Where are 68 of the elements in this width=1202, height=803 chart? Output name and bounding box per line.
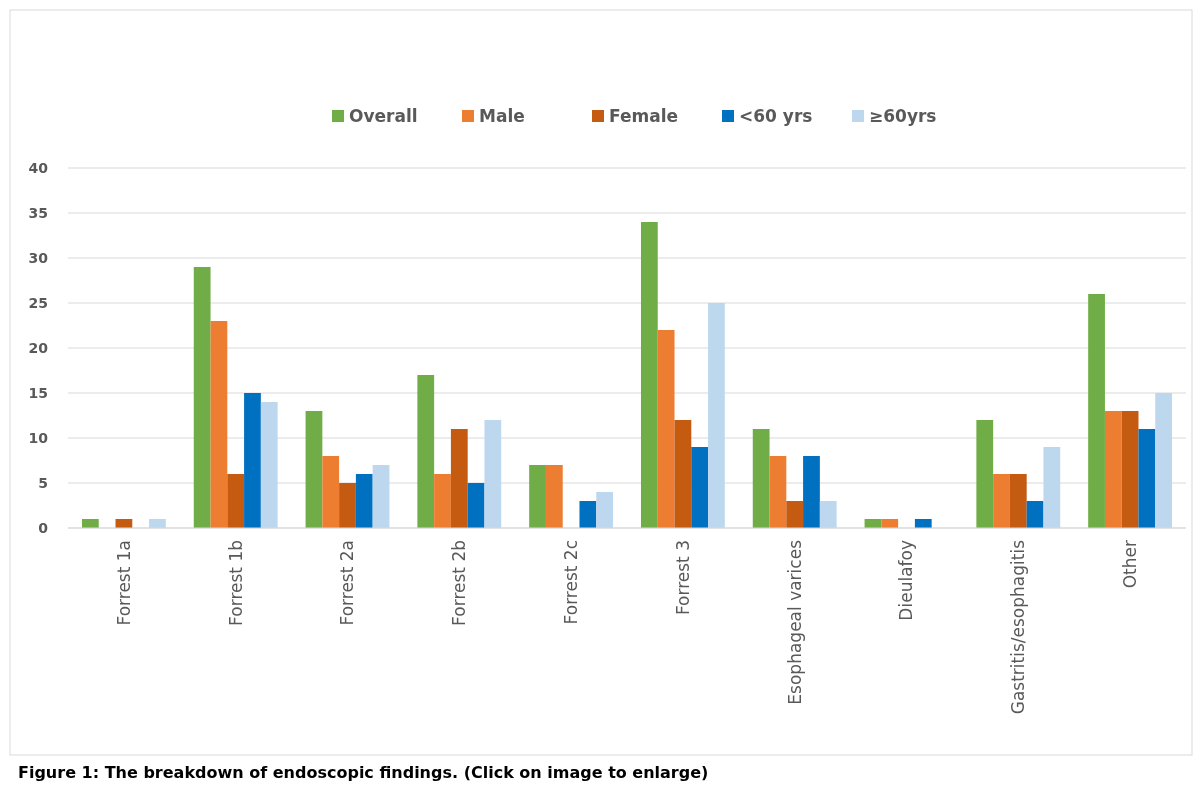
bar [1155, 393, 1173, 528]
x-tick-label: Forrest 2b [449, 540, 470, 626]
bar [914, 519, 932, 528]
bar [450, 429, 468, 528]
bar [227, 474, 245, 528]
bar [803, 456, 820, 528]
y-tick-label: 40 [28, 159, 49, 176]
bar [1088, 294, 1105, 528]
y-tick-label: 0 [38, 519, 49, 536]
y-tick-label: 5 [38, 474, 48, 491]
y-tick-label: 20 [28, 339, 49, 356]
bar [691, 447, 709, 528]
bar [640, 222, 658, 528]
bar [339, 483, 356, 528]
x-tick-label: Forrest 1a [113, 540, 134, 626]
x-tick-label: Forrest 1b [225, 540, 246, 626]
bar [193, 267, 211, 528]
x-tick-label: Forrest 2c [561, 540, 582, 625]
y-tick-label: 35 [28, 204, 48, 221]
bar [786, 501, 804, 528]
bar [322, 456, 340, 528]
y-tick-label: 15 [28, 384, 48, 401]
bar [1009, 474, 1027, 528]
y-tick-label: 30 [28, 249, 49, 266]
bar [1138, 429, 1156, 528]
bar [976, 420, 994, 528]
bar [596, 492, 614, 528]
bar [545, 465, 563, 528]
bar [993, 474, 1010, 528]
bar [657, 330, 675, 528]
caption: Figure 1: The breakdown of endoscopic findings. (Click on image to enlarge) [18, 763, 709, 782]
bar [149, 519, 166, 528]
bar [1026, 501, 1044, 528]
y-tick-label: 25 [28, 294, 48, 311]
bar [819, 501, 837, 528]
x-tick-label: Gastritis/esophagitis [1008, 539, 1029, 715]
bar [881, 519, 899, 528]
bar [81, 519, 99, 528]
bar [674, 420, 692, 528]
bar [579, 501, 597, 528]
legend-label: Overall [349, 105, 418, 126]
bar [372, 465, 390, 528]
bar [1104, 411, 1122, 528]
bar [467, 483, 485, 528]
x-tick-label: Esophageal varices [784, 539, 805, 705]
legend-label: <60 yrs [739, 105, 813, 126]
bar [434, 474, 451, 528]
bar [752, 429, 770, 528]
bar [244, 393, 261, 528]
bar [769, 456, 787, 528]
legend-label: Male [479, 105, 525, 126]
legend-label: Female [609, 105, 678, 126]
bar [1043, 447, 1061, 528]
bar [708, 303, 725, 528]
x-tick-label: Forrest 3 [672, 540, 693, 616]
bar [1121, 411, 1139, 528]
x-tick-label: Forrest 2a [337, 540, 358, 626]
bar [305, 411, 323, 528]
x-tick-label: Other [1120, 540, 1141, 589]
x-tick-label: Dieulafoy [896, 540, 917, 621]
bar [529, 465, 546, 528]
legend-label: ≥60yrs [869, 105, 937, 126]
bar [484, 420, 502, 528]
bar [417, 375, 435, 528]
bar [260, 402, 278, 528]
bar [355, 474, 373, 528]
bar [210, 321, 228, 528]
y-tick-label: 10 [28, 429, 49, 446]
